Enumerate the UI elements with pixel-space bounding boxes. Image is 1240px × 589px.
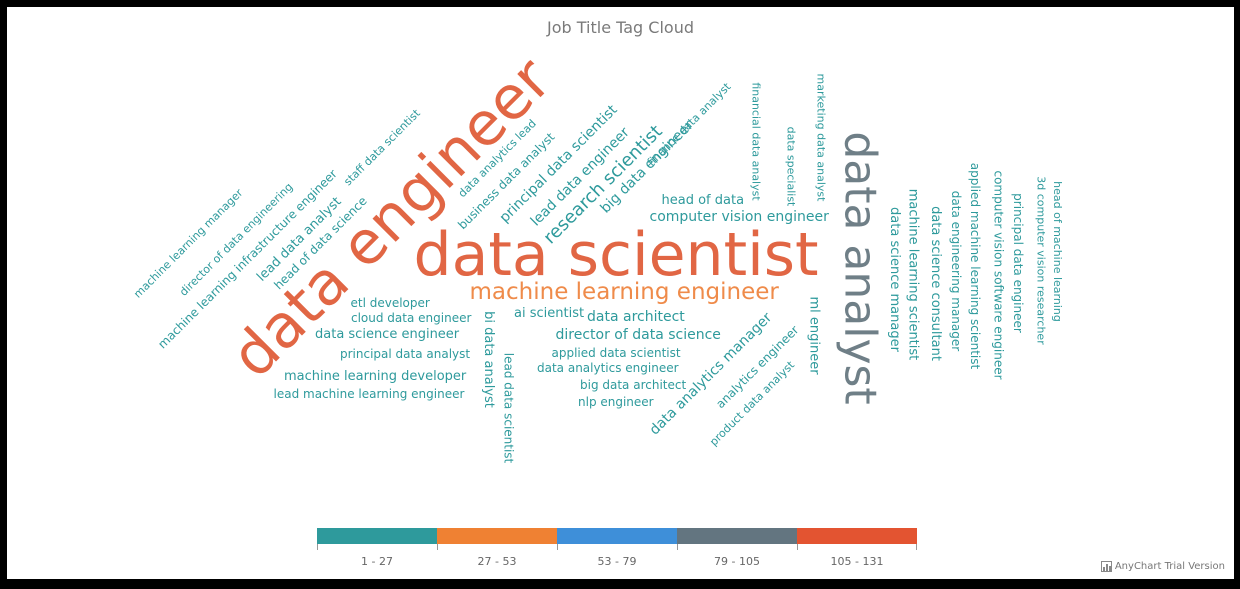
chart-title: Job Title Tag Cloud [547,18,694,37]
cloud-word[interactable]: data scientist [413,220,819,290]
cloud-word[interactable]: ai scientist [514,305,585,321]
legend-item[interactable]: 1 - 27 [317,528,437,568]
cloud-word[interactable]: 3d computer vision researcher [1034,175,1048,345]
cloud-word[interactable]: nlp engineer [578,395,654,409]
trial-text: AnyChart Trial Version [1114,561,1225,572]
cloud-word[interactable]: applied machine learning scientist [968,162,983,370]
chart-icon [1100,561,1112,572]
legend-color-swatch [677,528,797,544]
cloud-word[interactable]: data engineering manager [949,190,964,352]
cloud-word[interactable]: computer vision software engineer [991,170,1006,380]
cloud-word[interactable]: head of machine learning [1050,180,1064,322]
cloud-word[interactable]: data architect [587,309,685,325]
cloud-word[interactable]: bi data analyst [480,310,496,408]
color-range-legend: 1 - 27 27 - 53 53 - 79 79 - 105 105 - 131 [317,528,917,568]
chart-frame: Job Title Tag Cloud data scientist data e… [7,7,1234,579]
legend-color-swatch [317,528,437,544]
cloud-word[interactable]: ml engineer [806,295,822,375]
cloud-word[interactable]: finance data analyst [644,79,734,169]
legend-color-swatch [557,528,677,544]
cloud-word[interactable]: director of data science [555,327,721,343]
legend-item[interactable]: 105 - 131 [797,528,917,568]
legend-tick [317,544,318,550]
legend-color-swatch [437,528,557,544]
cloud-word[interactable]: etl developer [350,296,430,310]
legend-label: 79 - 105 [714,555,760,568]
legend-item[interactable]: 27 - 53 [437,528,557,568]
cloud-word[interactable]: principal data engineer [1010,193,1025,333]
cloud-word[interactable]: machine learning engineer [469,278,779,305]
cloud-word[interactable]: machine learning developer [284,368,467,384]
cloud-word[interactable]: data science consultant [927,205,943,361]
cloud-word[interactable]: data science manager [886,206,902,352]
legend-tick [677,544,678,550]
tag-cloud: data scientist data engineer data analyst m… [7,7,1234,579]
cloud-word[interactable]: head of data [661,192,745,208]
legend-item[interactable]: 53 - 79 [557,528,677,568]
cloud-word[interactable]: computer vision engineer [649,209,829,225]
legend-tick [557,544,558,550]
legend-item[interactable]: 79 - 105 [677,528,797,568]
legend-tick [797,544,798,550]
legend-tick [437,544,438,550]
cloud-word[interactable]: financial data analyst [749,81,763,201]
cloud-word[interactable]: machine learning scientist [905,188,921,360]
cloud-word[interactable]: applied data scientist [551,346,681,360]
legend-color-swatch [797,528,917,544]
legend-label: 105 - 131 [830,555,884,568]
cloud-word[interactable]: lead data scientist [500,352,515,464]
cloud-word[interactable]: data analyst [834,131,886,405]
cloud-word[interactable]: data specialist [784,126,798,206]
trial-watermark[interactable]: AnyChart Trial Version [1100,561,1225,572]
cloud-word[interactable]: principal data analyst [340,347,471,361]
legend-label: 1 - 27 [361,555,393,568]
cloud-word[interactable]: cloud data engineer [351,311,472,325]
cloud-word[interactable]: big data architect [580,378,687,392]
legend-tick [916,544,917,550]
legend-label: 53 - 79 [597,555,637,568]
cloud-word[interactable]: data science engineer [315,326,460,342]
cloud-word[interactable]: data analytics engineer [537,361,679,375]
cloud-word[interactable]: marketing data analyst [814,73,828,201]
cloud-word[interactable]: lead machine learning engineer [273,387,465,401]
legend-label: 27 - 53 [477,555,517,568]
